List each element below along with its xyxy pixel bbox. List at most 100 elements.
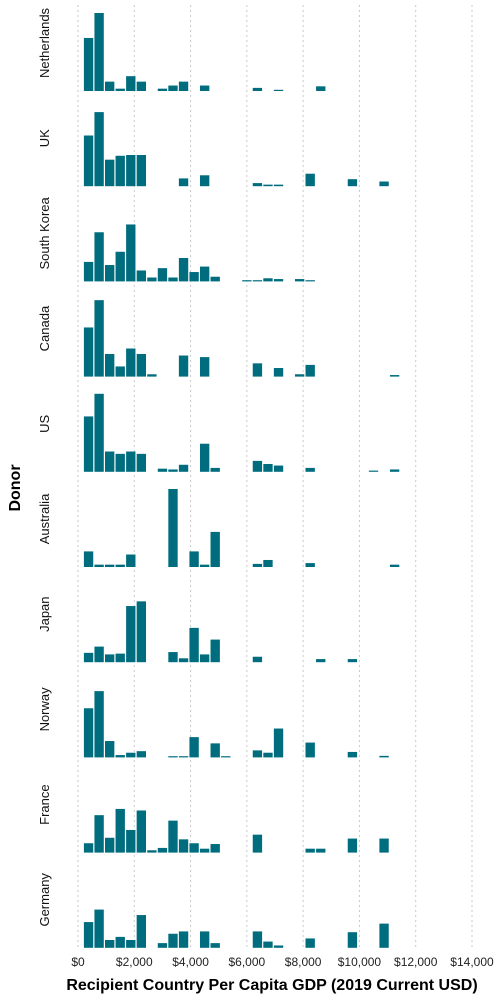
histogram-bar [242,280,252,282]
histogram-bar [126,76,136,91]
histogram-bar [136,155,147,187]
histogram-bar [389,375,400,377]
histogram-bar [273,368,284,377]
histogram-bar [178,464,189,472]
histogram-bar [105,265,115,282]
histogram-bar [178,658,189,663]
histogram-bar [157,847,168,853]
histogram-bar [273,89,284,91]
histogram-bar [199,564,210,567]
histogram-bar [83,135,94,187]
histogram-bar [168,85,178,91]
histogram-bar [83,843,94,853]
histogram-bar [273,184,284,187]
histogram-bar [126,451,136,472]
histogram-bar [294,279,305,282]
facet-france [83,808,389,853]
histogram-bar [199,175,210,187]
histogram-bar [210,743,220,758]
histogram-bar [83,708,94,758]
histogram-bar [347,179,358,187]
histogram-bar [126,224,136,282]
histogram-bar [157,268,168,282]
y-axis-title: Donor [7,464,24,511]
histogram-bar [105,451,115,472]
histogram-bar [126,554,136,567]
histogram-bar [168,756,178,758]
histogram-bar [105,837,115,853]
facet-uk [83,112,389,187]
histogram-bar [115,453,125,472]
histogram-bar [136,270,147,282]
histogram-bar [199,931,210,948]
histogram-bar [263,464,273,472]
histogram-bar [305,280,315,282]
histogram-bar [178,839,189,853]
x-tick-label: $12,000 [394,955,438,969]
donor-label: Netherlands [37,7,52,78]
histogram-bar [273,945,284,948]
histogram-bar [147,277,157,282]
histogram-bar [199,654,210,663]
histogram-bar [189,627,199,663]
histogram-bar [263,941,273,948]
histogram-bar [221,756,231,758]
histogram-bar [115,808,125,853]
x-tick-label: $2,000 [116,955,153,969]
histogram-bar [94,112,104,187]
histogram-bar [168,933,178,948]
histogram-bar [105,353,115,377]
histogram-bar [252,363,263,377]
histogram-bar [316,848,326,853]
histogram-bar [379,181,389,187]
histogram-bar [305,364,315,377]
histogram-bar [94,13,104,91]
donor-panel-labels: Netherlands UK South Korea Canada US Australi… [37,7,52,926]
histogram-bar [199,85,210,91]
histogram-bar [168,277,178,282]
histogram-bar [252,460,263,472]
histogram-bar [316,86,326,91]
x-tick-label: $14,000 [450,955,494,969]
histogram-bar [136,81,147,91]
histogram-bar [126,348,136,377]
histogram-bar [347,659,358,663]
histogram-bar [263,559,273,567]
histogram-bar [273,465,284,472]
histogram-bar [115,88,125,91]
histogram-bar [189,272,199,282]
histogram-bar [168,469,178,472]
histogram-bar [210,639,220,663]
histogram-bar [347,932,358,948]
histogram-bar [126,829,136,853]
histogram-bar [210,467,220,472]
donor-label: UK [37,129,52,147]
histogram-bar [115,251,125,282]
histogram-bar [379,755,389,758]
histogram-bar [210,943,220,948]
histogram-bar [105,940,115,948]
histogram-bar [83,652,94,663]
histogram-bar [94,232,104,282]
histogram-bar [273,279,284,282]
donor-label: Canada [37,305,52,351]
histogram-bar [178,931,189,948]
histogram-bar [263,752,273,758]
histogram-bar [252,280,263,282]
histogram-bar [389,469,400,472]
histogram-bar [115,564,125,567]
histogram-bar [83,551,94,567]
x-tick-label: $8,000 [285,955,322,969]
histogram-bar [252,834,263,853]
donor-label: Norway [37,687,52,732]
histogram-bar [115,366,125,377]
histogram-bar [178,81,189,91]
histogram-bar [105,159,115,187]
facet-japan [83,601,358,663]
histogram-bar [105,81,115,91]
histogram-bar [94,393,104,472]
donor-label: Japan [37,596,52,631]
histogram-bar [126,940,136,948]
x-axis-title: Recipient Country Per Capita GDP (2019 C… [66,977,477,994]
histogram-bar [94,646,104,663]
